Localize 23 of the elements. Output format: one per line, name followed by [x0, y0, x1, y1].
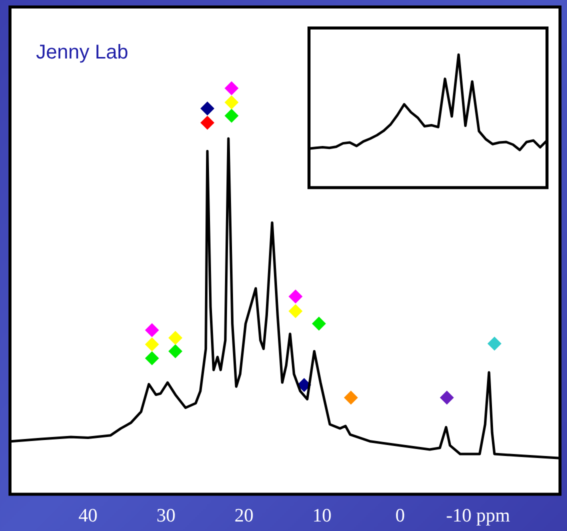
- x-tick-label: 40: [78, 506, 98, 527]
- point: [144, 351, 159, 366]
- point: [224, 95, 239, 110]
- point: [144, 323, 159, 338]
- point: [288, 304, 303, 318]
- point: [288, 289, 303, 304]
- point: [224, 81, 239, 96]
- x-tick-label: 0: [395, 506, 405, 527]
- x-tick-label: 10: [312, 506, 332, 527]
- point: [224, 108, 239, 123]
- point: [440, 390, 454, 405]
- x-tick-label: -10 ppm: [446, 506, 510, 527]
- x-tick-label: 30: [156, 506, 176, 527]
- point: [312, 316, 326, 331]
- point: [200, 116, 214, 130]
- x-tick-label: 20: [234, 506, 254, 527]
- point: [144, 337, 159, 352]
- text: Jenny Lab: [36, 42, 128, 64]
- point: [168, 344, 182, 358]
- point: [168, 330, 182, 345]
- point: [344, 390, 358, 405]
- point: [487, 336, 502, 351]
- point: [200, 102, 214, 116]
